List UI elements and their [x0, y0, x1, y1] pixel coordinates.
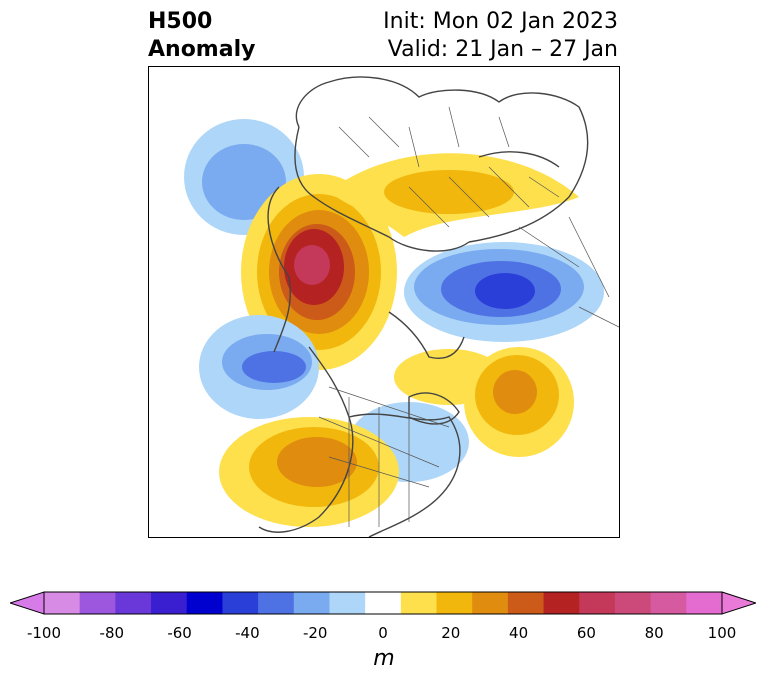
trough-gulf-of-alaska: [199, 315, 319, 419]
ridge-north-atlantic: [394, 347, 574, 457]
colorbar-tick-label: 60: [576, 624, 596, 642]
colorbar-cell: [79, 592, 116, 614]
colorbar-tick-label: -100: [26, 624, 62, 642]
valid-period: Valid: 21 Jan – 27 Jan: [387, 37, 618, 62]
colorbar-cell: [579, 592, 616, 614]
colorbar: [10, 591, 756, 615]
colorbar-cell: [44, 592, 81, 614]
colorbar-cell: [686, 592, 723, 614]
colorbar-cell: [115, 592, 152, 614]
colorbar-cell: [186, 592, 223, 614]
colorbar-cell: [329, 592, 366, 614]
colorbar-tick-label: 20: [441, 624, 461, 642]
trough-siberia: [404, 242, 604, 342]
coastlines: [258, 76, 589, 537]
colorbar-cell: [293, 592, 330, 614]
colorbar-cell: [151, 592, 188, 614]
colorbar-cell: [400, 592, 438, 614]
colorbar-cell: [507, 592, 545, 614]
colorbar-cell: [472, 592, 509, 614]
colorbar-tick-label: -40: [235, 624, 260, 642]
colorbar-unit: m: [373, 646, 395, 671]
colorbar-tick-label: 80: [644, 624, 664, 642]
colorbar-tick-label: -80: [99, 624, 125, 642]
colorbar-cell: [436, 592, 473, 614]
colorbar-tick-label: 0: [378, 624, 388, 642]
colorbar-tick-label: -20: [302, 624, 328, 642]
ridge-arctic-russia: [329, 153, 579, 237]
colorbar-tick-label: 100: [707, 624, 737, 642]
title-right: Init: Mon 02 Jan 2023 Valid: 21 Jan – 27…: [383, 8, 618, 64]
borders: [318, 106, 619, 527]
colorbar-low-extend: [10, 591, 45, 615]
colorbar-cell: [258, 592, 295, 614]
colorbar-cell: [543, 592, 580, 614]
title-left: H500 Anomaly: [148, 8, 255, 64]
colorbar-cell: [365, 592, 402, 614]
colorbar-tick-label: 40: [509, 624, 529, 642]
map-panel: [148, 66, 620, 538]
colorbar-cell: [222, 592, 259, 614]
title-field-type: Anomaly: [148, 37, 256, 62]
ridge-western-us: [219, 417, 399, 527]
colorbar-cell: [650, 592, 687, 614]
colorbar-cell: [614, 592, 652, 614]
colorbar-high-extend: [721, 591, 756, 615]
colorbar-tick-label: -60: [167, 624, 192, 642]
init-time: Init: Mon 02 Jan 2023: [383, 9, 618, 34]
anomaly-map: [184, 76, 619, 537]
title-variable: H500: [148, 9, 213, 34]
